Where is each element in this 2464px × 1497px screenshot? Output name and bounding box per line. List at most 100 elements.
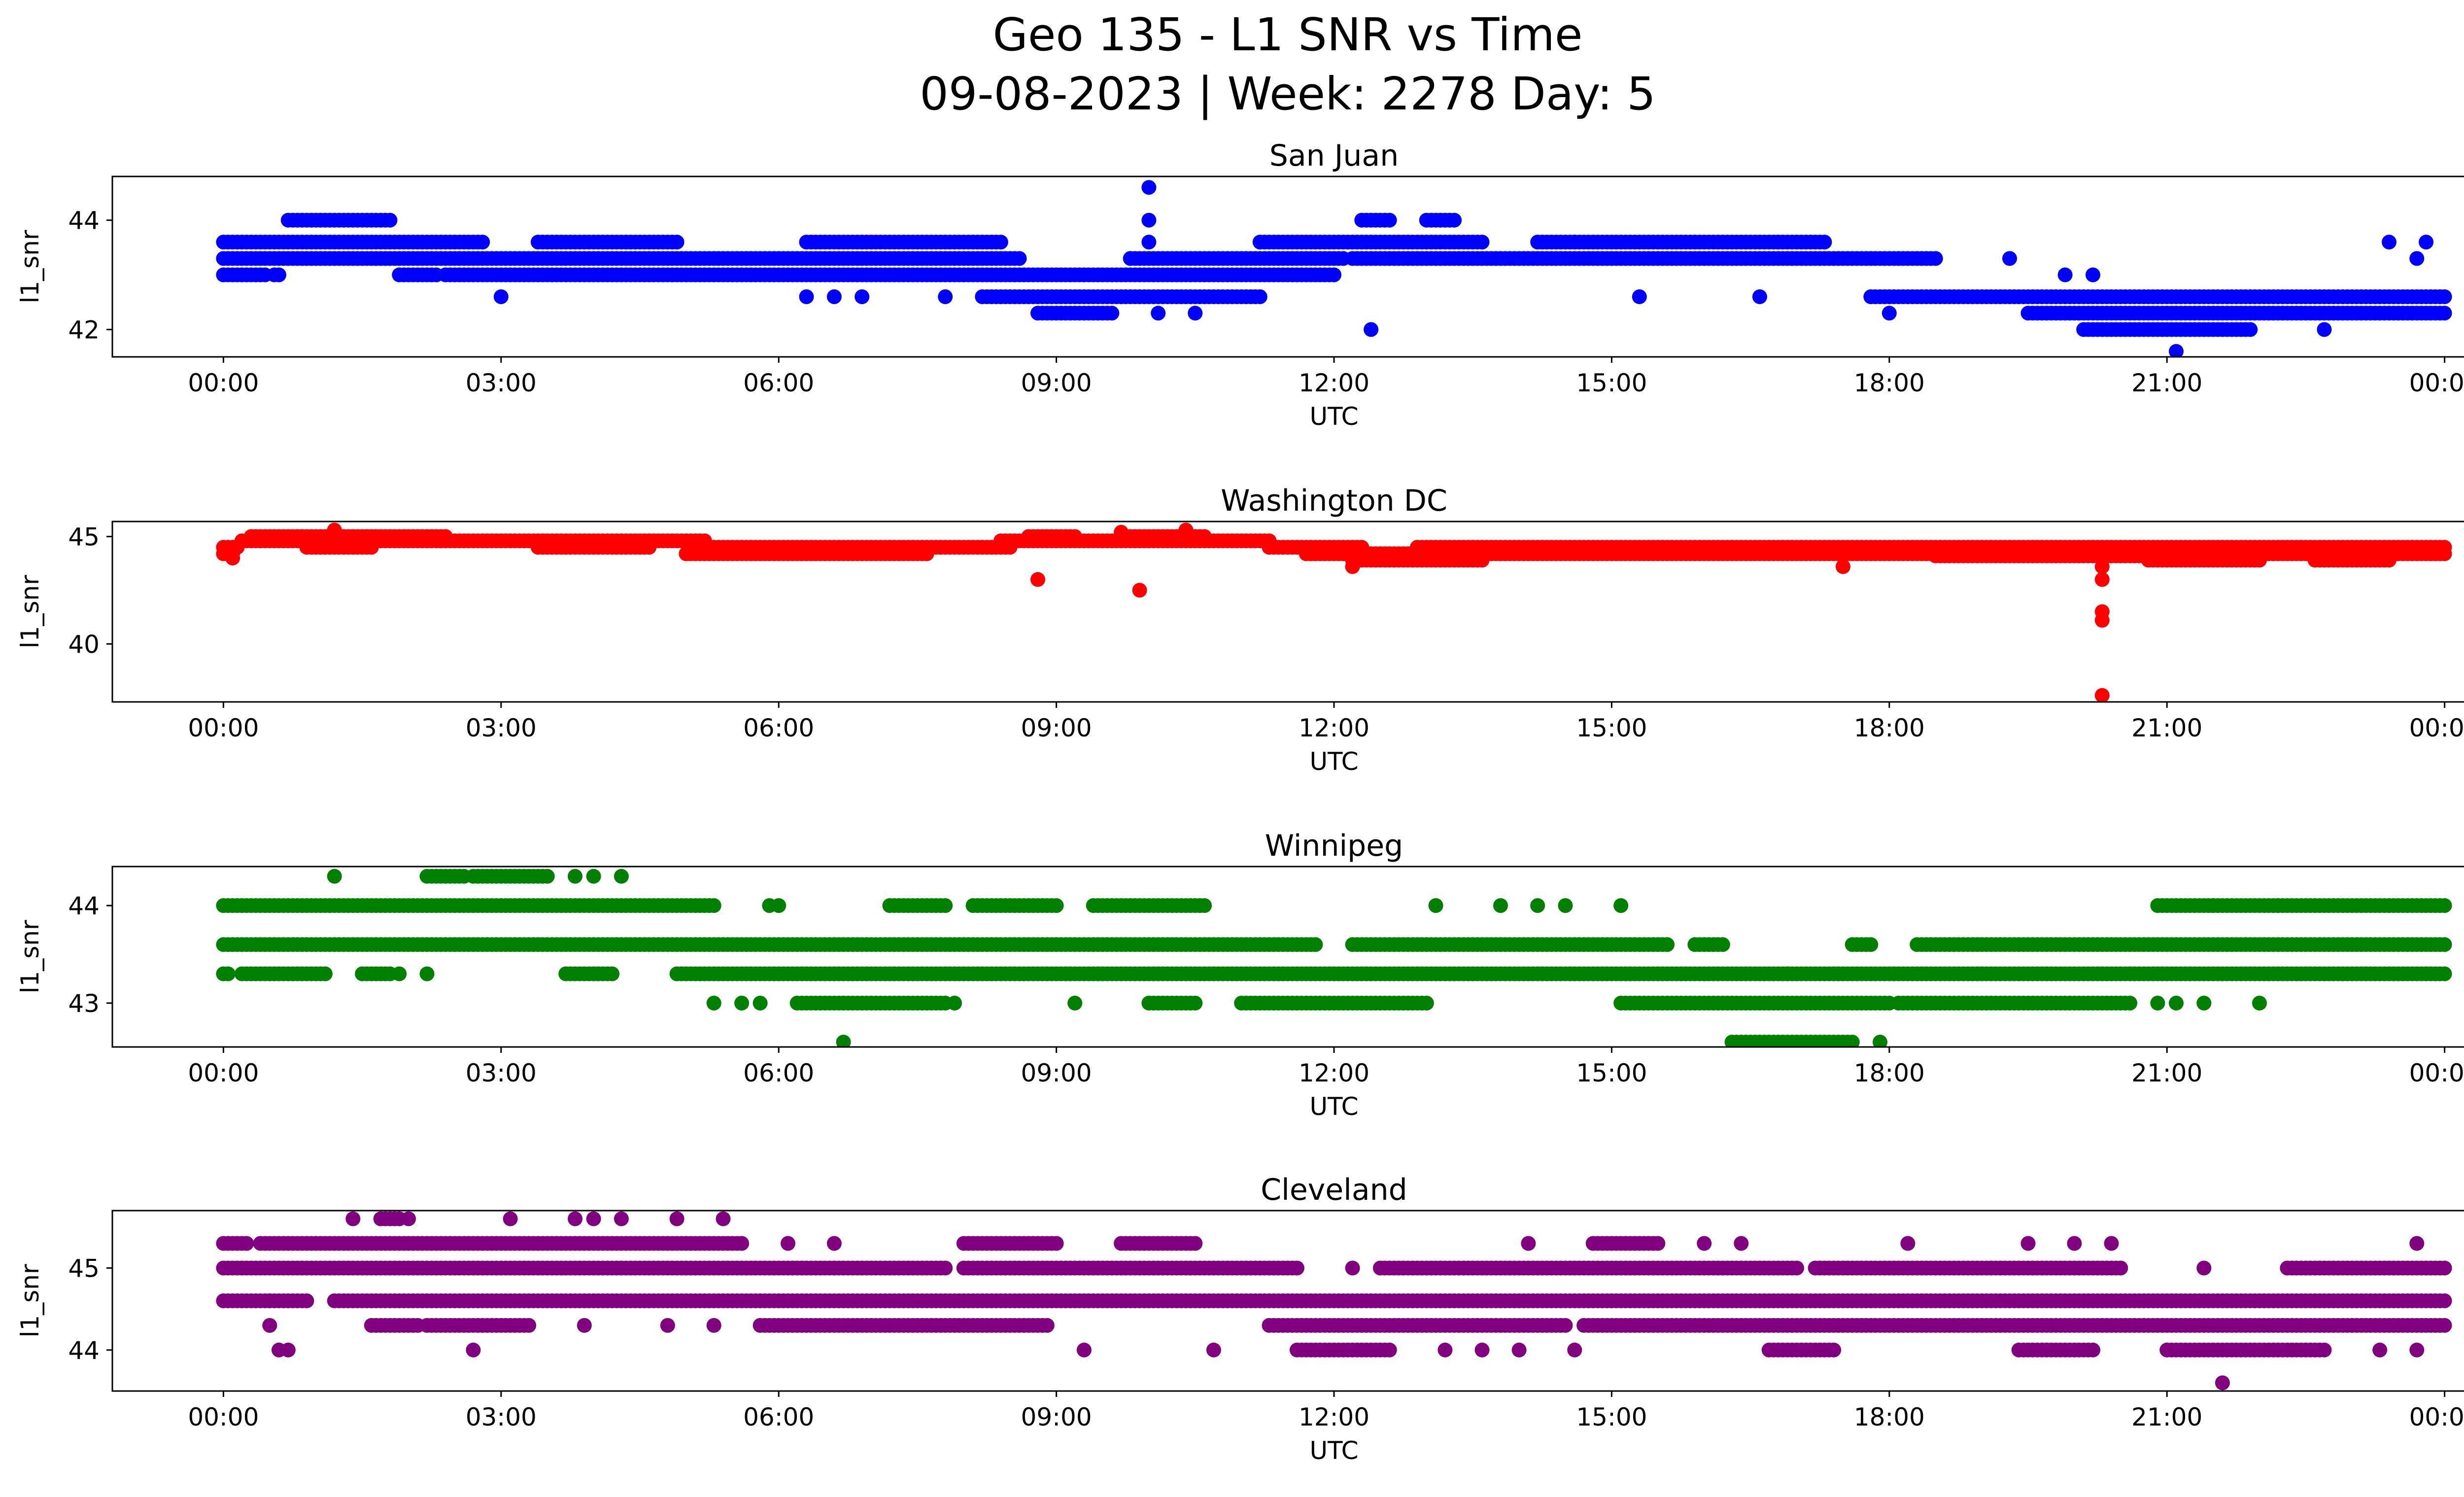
data-point [586, 869, 601, 884]
chart-title-line2: 09-08-2023 | Week: 2278 Day: 5 [920, 68, 1656, 120]
data-point [993, 235, 1008, 249]
y-tick-label: 43 [68, 989, 100, 1018]
data-point [2437, 937, 2452, 952]
data-point [2382, 235, 2396, 249]
y-tick-label: 40 [68, 630, 100, 659]
x-tick-label: 00:00 [188, 369, 259, 397]
data-point [2252, 553, 2267, 567]
data-point [2437, 1261, 2452, 1276]
data-point [1253, 289, 1267, 304]
data-point [855, 289, 869, 304]
data-point [1067, 996, 1082, 1010]
data-points [216, 1212, 2452, 1391]
data-point [1290, 1261, 1304, 1276]
data-point [605, 967, 619, 981]
data-point [2317, 322, 2332, 337]
y-axis-label: l1_snr [16, 230, 44, 303]
data-point [1308, 937, 1323, 952]
data-point [1567, 235, 1582, 249]
x-tick-label: 18:00 [1854, 369, 1925, 397]
data-point [771, 898, 786, 913]
data-point [2113, 1261, 2128, 1276]
data-point [753, 996, 768, 1010]
data-point [1132, 583, 1147, 597]
data-point [392, 967, 407, 981]
data-point [938, 898, 953, 913]
data-point [2206, 898, 2221, 913]
chart-title-line1: Geo 135 - L1 SNR vs Time [993, 8, 1583, 61]
data-point [920, 546, 934, 561]
data-point [221, 967, 236, 981]
x-tick-label: 00:00 [2409, 369, 2464, 397]
x-tick-label: 21:00 [2131, 714, 2202, 742]
data-point [475, 235, 490, 249]
data-point [1558, 898, 1573, 913]
x-tick-label: 09:00 [1021, 369, 1092, 397]
x-tick-label: 06:00 [743, 369, 814, 397]
data-point [2132, 549, 2147, 563]
data-point [2095, 688, 2110, 703]
data-point [2243, 322, 2258, 337]
data-point [494, 289, 509, 304]
x-tick-label: 03:00 [466, 714, 537, 742]
data-point [1012, 251, 1027, 266]
x-tick-label: 03:00 [466, 369, 537, 397]
data-point [521, 1318, 536, 1333]
x-axis-label: UTC [1309, 1092, 1358, 1121]
data-points [216, 180, 2452, 359]
data-point [318, 967, 333, 981]
data-point [2002, 251, 2017, 266]
x-tick-label: 12:00 [1299, 369, 1369, 397]
data-point [1067, 529, 1082, 544]
data-point [1558, 1318, 1573, 1333]
data-point [1789, 1261, 1804, 1276]
data-point [1715, 937, 1730, 952]
data-point [1447, 213, 1462, 228]
data-point [827, 289, 842, 304]
x-tick-label: 00:00 [188, 714, 259, 742]
data-point [707, 898, 721, 913]
data-points [216, 522, 2452, 703]
data-point [1882, 306, 1897, 320]
data-point [2437, 898, 2452, 913]
data-point [1049, 898, 1064, 913]
x-tick-label: 09:00 [1021, 714, 1092, 742]
x-tick-label: 15:00 [1576, 1059, 1647, 1087]
data-point [1475, 235, 1490, 249]
panel-title: Winnipeg [1265, 829, 1403, 863]
x-tick-label: 09:00 [1021, 1059, 1092, 1087]
x-tick-label: 12:00 [1299, 714, 1369, 742]
data-point [1687, 235, 1702, 249]
data-point [2437, 1318, 2452, 1333]
data-point [670, 235, 684, 249]
panel-title: San Juan [1269, 139, 1399, 173]
data-point [1151, 306, 1165, 320]
data-point [1429, 898, 1443, 913]
data-point [2196, 996, 2211, 1010]
data-point [2382, 553, 2396, 567]
data-point [2437, 546, 2452, 561]
data-point [734, 996, 749, 1010]
data-point [1188, 306, 1202, 320]
data-point [1817, 235, 1832, 249]
data-point [1197, 898, 1212, 913]
y-axis-label: l1_snr [16, 575, 44, 648]
panel-title: Washington DC [1221, 484, 1447, 518]
data-points [216, 869, 2452, 1049]
data-point [1040, 1318, 1055, 1333]
data-point [1345, 559, 1360, 574]
data-point [239, 1236, 254, 1251]
data-point [2409, 251, 2424, 266]
x-axis-label: UTC [1309, 402, 1358, 431]
data-point [299, 1293, 314, 1308]
data-point [1141, 180, 1156, 195]
data-point [2095, 559, 2110, 574]
data-point [1419, 996, 1434, 1010]
x-tick-label: 18:00 [1854, 1059, 1925, 1087]
data-point [1262, 533, 1277, 548]
data-point [2095, 572, 2110, 587]
